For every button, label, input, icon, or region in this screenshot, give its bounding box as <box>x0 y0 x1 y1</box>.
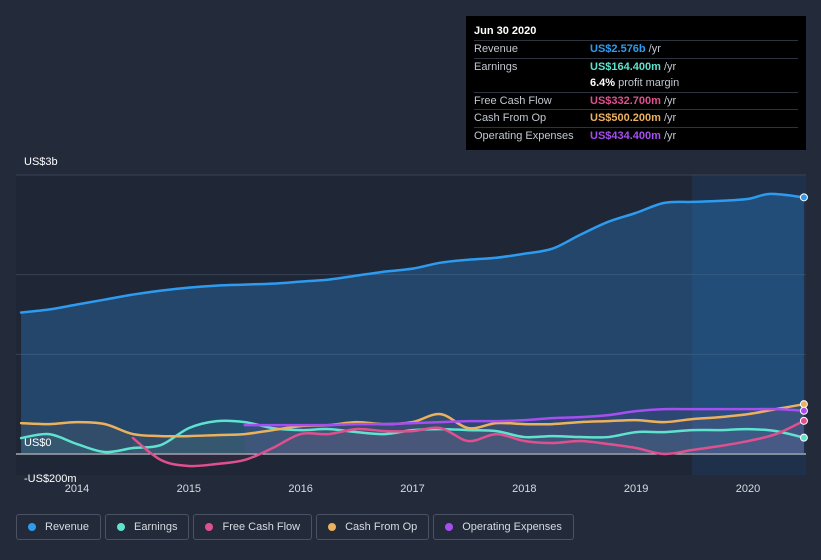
x-tick-label: 2016 <box>288 483 312 495</box>
legend-label: Free Cash Flow <box>222 521 301 533</box>
tooltip-value: US$434.400m <box>590 129 661 142</box>
tooltip-label: Earnings <box>474 60 518 73</box>
series-area-operating-expenses <box>244 409 804 454</box>
legend-dot-icon <box>205 523 214 531</box>
legend-dot-icon <box>28 523 36 531</box>
series-endpoint-free-cash-flow <box>799 416 808 425</box>
x-tick-label: 2020 <box>736 483 760 495</box>
series-line-revenue <box>19 192 806 314</box>
x-tick-label: 2015 <box>177 483 201 495</box>
legend-item-earnings[interactable]: Earnings <box>105 514 190 540</box>
tooltip-value: US$500.200m <box>590 112 661 125</box>
tooltip-row-earnings: Earnings US$164.400m /yr <box>474 57 798 76</box>
series-area-revenue <box>21 193 804 455</box>
legend-dot-icon <box>117 523 126 531</box>
series-endpoint-earnings <box>799 433 808 442</box>
tooltip-value: US$332.700m <box>590 94 661 107</box>
tooltip-row-margin: 6.4% profit margin <box>474 75 798 92</box>
series-area-free-cash-flow <box>132 420 804 467</box>
series-endpoint-cash-from-op <box>799 400 808 409</box>
series-area-earnings <box>21 420 804 454</box>
x-tick-label: 2017 <box>400 483 424 495</box>
tooltip-row-cfo: Cash From Op US$500.200m /yr <box>474 109 798 127</box>
tooltip-value: US$2.576b <box>590 43 646 56</box>
tooltip-row-opex: Operating Expenses US$434.400m /yr <box>474 126 798 145</box>
x-tick-label: 2018 <box>512 483 536 495</box>
tooltip-label: Operating Expenses <box>474 129 574 142</box>
tooltip-unit: /yr <box>648 43 661 56</box>
legend-label: Earnings <box>134 521 178 533</box>
legend-dot-icon <box>445 523 454 531</box>
legend-label: Revenue <box>45 521 90 533</box>
y-tick-label: US$0 <box>24 437 52 449</box>
plot-background <box>16 175 806 475</box>
tooltip-date: Jun 30 2020 <box>474 25 537 37</box>
series-endpoint-operating-expenses <box>799 406 808 415</box>
tooltip-unit: /yr <box>663 60 677 73</box>
profit-margin-label: profit margin <box>618 77 680 90</box>
tooltip-label: Free Cash Flow <box>474 94 552 107</box>
legend-label: Cash From Op <box>345 521 418 533</box>
y-tick-label: US$3b <box>24 156 58 168</box>
legend-item-cash-from-op[interactable]: Cash From Op <box>316 514 430 540</box>
tooltip-label: Revenue <box>474 43 519 56</box>
legend-item-revenue[interactable]: Revenue <box>16 514 102 540</box>
x-tick-label: 2019 <box>624 483 648 495</box>
tooltip-unit: /yr <box>663 129 677 142</box>
legend-label: Operating Expenses <box>462 521 562 533</box>
grid-layer <box>16 174 806 475</box>
legend-item-operating-expenses[interactable]: Operating Expenses <box>433 514 574 540</box>
legend: Revenue Earnings Free Cash Flow Cash Fro… <box>16 514 574 542</box>
series-line-operating-expenses <box>243 407 806 427</box>
tooltip-row-fcf: Free Cash Flow US$332.700m /yr <box>474 91 798 110</box>
profit-margin-value: 6.4% <box>590 77 616 90</box>
tooltip-unit: /yr <box>663 112 677 125</box>
series-line-free-cash-flow <box>131 419 806 468</box>
tooltip-value: US$164.400m <box>590 60 661 73</box>
legend-dot-icon <box>328 523 337 531</box>
x-tick-label: 2014 <box>65 483 89 495</box>
tooltip-row-revenue: Revenue US$2.576b /yr <box>474 40 798 58</box>
y-tick-label: -US$200m <box>24 473 77 485</box>
legend-item-free-cash-flow[interactable]: Free Cash Flow <box>193 514 313 540</box>
tooltip-unit: /yr <box>663 94 677 107</box>
series-endpoint-revenue <box>799 193 808 202</box>
tooltip-panel: Jun 30 2020 Revenue US$2.576b /yr Earnin… <box>466 16 806 150</box>
line-layer <box>19 192 808 468</box>
tooltip-label: Cash From Op <box>474 112 547 125</box>
forecast-region <box>692 175 806 475</box>
